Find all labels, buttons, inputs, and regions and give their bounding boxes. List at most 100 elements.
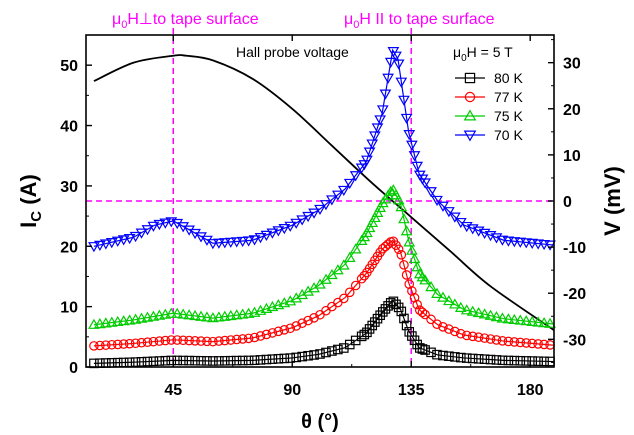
data-point xyxy=(384,57,397,69)
data-point xyxy=(473,354,484,364)
data-point xyxy=(296,288,309,300)
legend-title: μ0H = 5 T xyxy=(453,44,513,64)
x-tick-label: 180 xyxy=(517,382,544,399)
data-point xyxy=(220,355,230,366)
data-point xyxy=(112,339,123,350)
data-point xyxy=(196,355,206,366)
data-point xyxy=(243,355,254,366)
data-point xyxy=(183,225,195,236)
data-point xyxy=(472,306,485,318)
data-point xyxy=(327,346,337,356)
data-point xyxy=(214,336,224,346)
data-point xyxy=(230,237,243,248)
data-point xyxy=(497,336,508,346)
data-point xyxy=(148,336,159,347)
data-point xyxy=(443,207,455,218)
data-point xyxy=(379,89,392,100)
data-point xyxy=(521,338,532,348)
data-point xyxy=(432,349,442,360)
data-point xyxy=(527,338,537,349)
data-point xyxy=(485,334,496,344)
data-point xyxy=(368,211,381,223)
data-point xyxy=(88,318,100,329)
data-point xyxy=(95,340,105,351)
data-point xyxy=(343,251,356,262)
data-point xyxy=(135,228,148,239)
data-point xyxy=(89,341,99,351)
data-point xyxy=(437,291,449,302)
data-point xyxy=(479,333,490,343)
x-axis-title: θ (°) xyxy=(301,411,339,433)
data-point xyxy=(231,355,242,366)
data-point xyxy=(539,356,549,367)
series-75-k xyxy=(88,184,556,329)
data-point xyxy=(377,307,388,317)
data-point xyxy=(207,312,219,323)
y-left-axis-title: IC (A) xyxy=(16,174,45,228)
data-point xyxy=(202,356,212,366)
data-point xyxy=(254,233,267,244)
data-point xyxy=(142,337,153,347)
data-point xyxy=(195,232,207,243)
data-point xyxy=(431,287,443,298)
data-point xyxy=(237,334,248,344)
y-left-tick-label: 10 xyxy=(60,300,78,317)
data-point xyxy=(411,161,424,172)
y-left-tick-label: 30 xyxy=(60,179,78,196)
data-point xyxy=(393,244,404,255)
legend: μ0H = 5 T 80 K 77 K 75 K 70 K xyxy=(453,44,523,143)
data-point xyxy=(419,178,431,189)
data-point xyxy=(467,353,478,364)
data-point xyxy=(400,113,413,125)
axes-layer: 45 90 135 180 0 10 20 30 40 50 30 20 10 0 -10 -20 -30 xyxy=(60,35,586,399)
data-point xyxy=(426,347,436,358)
data-point xyxy=(374,115,387,126)
data-point xyxy=(201,235,213,246)
data-point xyxy=(444,324,454,334)
data-point xyxy=(432,319,442,330)
data-point xyxy=(404,279,415,289)
y-left-tick-label: 50 xyxy=(60,58,78,75)
data-point xyxy=(190,355,200,366)
data-point xyxy=(497,355,508,366)
data-point xyxy=(331,190,344,201)
y-right-tick-label: -10 xyxy=(563,240,586,257)
reference-lines xyxy=(86,28,554,367)
legend-label: 77 K xyxy=(494,89,523,105)
data-point xyxy=(419,274,431,285)
data-point xyxy=(461,353,472,363)
data-point xyxy=(249,355,260,366)
data-point xyxy=(303,350,313,361)
data-point xyxy=(431,195,443,207)
data-point xyxy=(448,298,461,309)
data-point xyxy=(208,356,218,366)
data-point xyxy=(320,200,332,211)
data-point xyxy=(218,310,231,321)
data-point xyxy=(538,239,550,251)
x-tick-label: 45 xyxy=(164,382,182,399)
data-point xyxy=(400,225,413,236)
data-point xyxy=(172,335,183,345)
data-point xyxy=(527,356,537,366)
series-70-k xyxy=(88,47,556,253)
data-point xyxy=(190,336,200,346)
data-point xyxy=(153,219,166,231)
data-point xyxy=(363,147,376,158)
data-point xyxy=(117,315,130,326)
data-point xyxy=(380,304,391,314)
data-point xyxy=(165,307,178,318)
data-point xyxy=(366,216,379,228)
data-point xyxy=(178,355,188,366)
data-point xyxy=(396,306,407,317)
data-point xyxy=(302,285,314,296)
data-point xyxy=(273,353,284,364)
legend-items: 80 K 77 K 75 K 70 K xyxy=(455,70,523,143)
data-point xyxy=(503,336,514,347)
data-point xyxy=(106,339,117,350)
data-point xyxy=(302,211,314,223)
data-point xyxy=(370,317,380,327)
series-77-k xyxy=(89,236,555,351)
data-point xyxy=(99,239,112,250)
data-point xyxy=(267,354,278,364)
